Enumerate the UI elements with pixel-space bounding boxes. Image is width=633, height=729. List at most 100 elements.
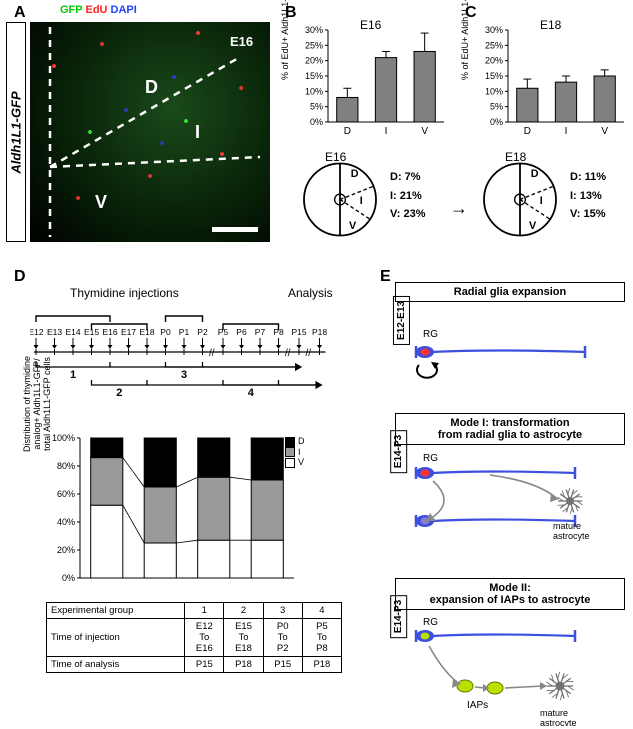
svg-text://: // <box>209 348 215 359</box>
barchart-e18-title: E18 <box>540 18 561 32</box>
svg-text://: // <box>285 348 291 359</box>
svg-text:V: V <box>421 126 428 137</box>
svg-text:3: 3 <box>181 369 187 381</box>
scale-bar <box>212 227 258 232</box>
svg-text:20%: 20% <box>57 545 75 555</box>
panel-e: Radial glia expansionE12-E13 RG Mode I: t… <box>395 282 625 702</box>
svg-text:RG: RG <box>423 453 438 464</box>
svg-text:I: I <box>540 195 543 207</box>
circle-val-d: D: 11% <box>570 168 606 187</box>
svg-text:40%: 40% <box>57 517 75 527</box>
panel-e-title: Mode I: transformationfrom radial glia t… <box>395 413 625 445</box>
circle-schematic-e18: E18 DIV D: 11% I: 13% V: 15% <box>475 150 633 250</box>
svg-text:30%: 30% <box>305 25 323 35</box>
svg-text:20%: 20% <box>485 56 503 66</box>
svg-text:P2: P2 <box>197 327 208 337</box>
svg-text:RG: RG <box>423 617 438 628</box>
arrow-between-circles: → <box>450 198 468 219</box>
svg-text:V: V <box>349 220 357 232</box>
region-v: V <box>95 192 107 213</box>
panel-a-label: A <box>14 4 26 22</box>
svg-text:I: I <box>360 195 363 207</box>
svg-text:V: V <box>529 220 537 232</box>
circle-val-v: V: 23% <box>390 205 425 224</box>
panel-d: Thymidine injections Analysis E12E13E14E… <box>30 282 360 702</box>
svg-text:mature: mature <box>540 708 568 718</box>
svg-text:0%: 0% <box>490 117 503 127</box>
panel-e-diagram: RG IAPs matureastrocyte <box>395 616 605 726</box>
svg-text:P15: P15 <box>291 327 306 337</box>
svg-text:E13: E13 <box>47 327 62 337</box>
svg-text:astrocyte: astrocyte <box>553 531 590 541</box>
stain-legend: GFP EdU DAPI <box>60 4 137 16</box>
circle-stage-e18: E18 <box>505 150 526 164</box>
panel-e-title: Radial glia expansion <box>395 282 625 302</box>
legend-item-d: D <box>285 436 305 447</box>
svg-text:0%: 0% <box>310 117 323 127</box>
stain-edu: EdU <box>85 4 110 16</box>
panel-e-section: Mode II:expansion of IAPs to astrocyteE1… <box>395 578 625 729</box>
stain-gfp: GFP <box>60 4 85 16</box>
circle-schematic-e16: E16 D I V D: 7% I: 21% V: 23% <box>295 150 455 250</box>
svg-text:15%: 15% <box>485 71 503 81</box>
svg-text:1: 1 <box>70 369 76 381</box>
svg-text:60%: 60% <box>57 489 75 499</box>
svg-text:P7: P7 <box>255 327 266 337</box>
barchart-e18: E18 % of EdU+ Aldh1L1-GFP cells 0%5%10%1… <box>480 20 630 140</box>
panel-e-diagram: RG <box>395 308 605 396</box>
panel-e-stage-label: E14-P3 <box>390 595 407 638</box>
svg-text:30%: 30% <box>485 25 503 35</box>
svg-text:E16: E16 <box>102 327 117 337</box>
svg-text:5%: 5% <box>310 102 323 112</box>
svg-text:25%: 25% <box>485 40 503 50</box>
svg-text:10%: 10% <box>305 86 323 96</box>
svg-text:100%: 100% <box>52 433 75 443</box>
circle-stage-e16: E16 <box>325 150 346 164</box>
barchart-e16-title: E16 <box>360 18 381 32</box>
svg-text:E14: E14 <box>65 327 80 337</box>
legend-item-i: I <box>285 447 305 458</box>
svg-text:P6: P6 <box>236 327 247 337</box>
svg-text:P1: P1 <box>179 327 190 337</box>
svg-text:E12: E12 <box>30 327 44 337</box>
svg-text:D: D <box>351 168 359 180</box>
svg-text:2: 2 <box>116 387 122 399</box>
svg-text:10%: 10% <box>485 86 503 96</box>
svg-text:80%: 80% <box>57 461 75 471</box>
circle-val-v: V: 15% <box>570 205 606 224</box>
svg-text:5%: 5% <box>490 102 503 112</box>
svg-text:P18: P18 <box>312 327 327 337</box>
micrograph: D I V E16 <box>30 22 270 242</box>
svg-text:astrocyte: astrocyte <box>540 718 577 726</box>
svg-text://: // <box>305 348 311 359</box>
panel-e-title: Mode II:expansion of IAPs to astrocyte <box>395 578 625 610</box>
panel-e-stage-label: E14-P3 <box>390 430 407 473</box>
circle-val-d: D: 7% <box>390 168 425 187</box>
stacked-legend: DIV <box>285 436 305 468</box>
svg-text:mature: mature <box>553 521 581 531</box>
panel-e-section: Mode I: transformationfrom radial glia t… <box>395 413 625 564</box>
svg-text:IAPs: IAPs <box>467 700 488 711</box>
thymidine-title: Thymidine injections <box>70 286 179 300</box>
svg-text:D: D <box>524 126 531 137</box>
svg-text:P0: P0 <box>160 327 171 337</box>
svg-text:RG: RG <box>423 329 438 340</box>
micrograph-overlay <box>30 22 270 242</box>
panel-e-diagram: RG matureastrocyte <box>395 451 605 561</box>
svg-text:I: I <box>565 126 568 137</box>
panel-e-label: E <box>380 268 391 286</box>
svg-text:I: I <box>385 126 388 137</box>
barchart-ylabel-b: % of EdU+ Aldh1L1-GFP cells <box>280 0 290 80</box>
svg-text:15%: 15% <box>305 71 323 81</box>
circle-val-i: I: 21% <box>390 187 425 206</box>
micrograph-stage: E16 <box>230 34 253 49</box>
svg-text:D: D <box>344 126 351 137</box>
svg-text:25%: 25% <box>305 40 323 50</box>
panel-a-side-label-box: Aldh1L1-GFP <box>6 22 26 242</box>
barchart-e16: E16 % of EdU+ Aldh1L1-GFP cells 0%5%10%1… <box>300 20 450 140</box>
panel-e-section: Radial glia expansionE12-E13 RG <box>395 282 625 399</box>
panel-d-label: D <box>14 268 26 286</box>
barchart-ylabel-c: % of EdU+ Aldh1L1-GFP cells <box>460 0 470 80</box>
circle-val-i: I: 13% <box>570 187 606 206</box>
timeline-svg: E12E13E14E15E16E17E18P0P1P2//P5P6P7P8//P… <box>30 302 360 422</box>
